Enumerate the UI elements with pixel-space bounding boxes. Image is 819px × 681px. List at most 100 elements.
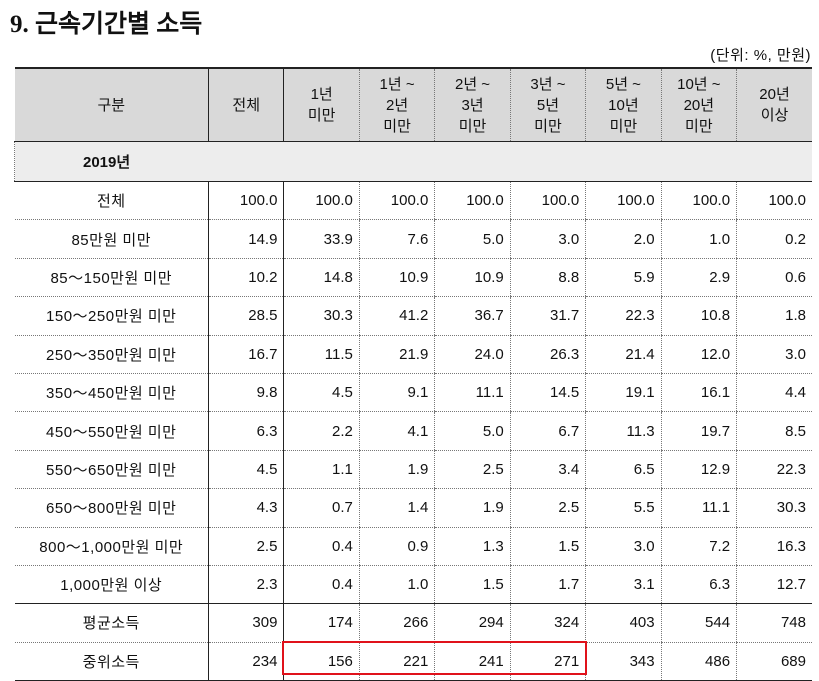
column-header: 전체	[207, 67, 284, 142]
section-label: 2019년	[14, 141, 812, 182]
column-header: 20년 이상	[736, 67, 812, 142]
cell: 7.6	[358, 219, 435, 259]
cell: 8.8	[509, 258, 586, 298]
cell: 100.0	[358, 181, 435, 221]
cell: 2.3	[207, 565, 284, 605]
cell: 294	[434, 603, 511, 643]
cell: 2.5	[509, 488, 586, 528]
cell: 12.7	[736, 565, 812, 605]
row-label: 평균소득	[14, 603, 209, 643]
cell: 2.9	[660, 258, 737, 298]
cell: 0.4	[283, 527, 360, 566]
cell: 28.5	[207, 296, 284, 336]
cell: 234	[207, 642, 284, 681]
cell: 1.9	[434, 488, 511, 528]
cell: 100.0	[434, 181, 511, 221]
data-row: 1,000만원 이상 2.3 0.4 1.0 1.5 1.7 3.1 6.3 12.7	[14, 565, 812, 605]
cell: 3.1	[585, 565, 662, 605]
table-body: 2019년 전체 100.0 100.0 100.0 100.0 100.0 100.0 100…	[14, 141, 812, 681]
data-row: 800～1,000만원 미만 2.5 0.4 0.9 1.3 1.5 3.0 7.2 16.3	[14, 527, 812, 566]
column-header: 1년 ~ 2년 미만	[358, 67, 435, 142]
cell: 689	[736, 642, 812, 681]
cell: 3.0	[585, 527, 662, 566]
data-row: 350～450만원 미만 9.8 4.5 9.1 11.1 14.5 19.1 16.1 4.4	[14, 373, 812, 413]
cell: 10.9	[358, 258, 435, 298]
cell: 33.9	[283, 219, 360, 259]
cell: 1.3	[434, 527, 511, 566]
cell: 1.9	[358, 450, 435, 490]
cell: 16.3	[736, 527, 812, 566]
row-label: 전체	[14, 181, 209, 221]
cell: 22.3	[736, 450, 812, 490]
cell: 16.1	[660, 373, 737, 413]
cell: 24.0	[434, 335, 511, 374]
cell: 30.3	[736, 488, 812, 528]
cell: 100.0	[660, 181, 737, 221]
cell: 4.5	[207, 450, 284, 490]
cell: 31.7	[509, 296, 586, 336]
cell: 221	[358, 642, 435, 681]
row-label: 1,000만원 이상	[14, 565, 209, 605]
data-row: 550～650만원 미만 4.5 1.1 1.9 2.5 3.4 6.5 12.9 22.3	[14, 450, 812, 490]
cell: 4.3	[207, 488, 284, 528]
column-header: 2년 ~ 3년 미만	[434, 67, 511, 142]
cell: 30.3	[283, 296, 360, 336]
cell: 241	[434, 642, 511, 681]
header-row: 구분 전체 1년 미만 1년 ~ 2년 미만 2년 ~ 3년 미만 3년 ~ 5년 미만 5…	[14, 67, 812, 142]
cell: 14.8	[283, 258, 360, 298]
column-header: 5년 ~ 10년 미만	[585, 67, 662, 142]
cell: 1.1	[283, 450, 360, 490]
cell: 26.3	[509, 335, 586, 374]
cell: 4.1	[358, 411, 435, 451]
data-row: 전체 100.0 100.0 100.0 100.0 100.0 100.0 100.0 100…	[14, 181, 812, 221]
cell: 12.0	[660, 335, 737, 374]
cell: 324	[509, 603, 586, 643]
cell: 156	[283, 642, 360, 681]
cell: 0.7	[283, 488, 360, 528]
row-label: 350～450만원 미만	[14, 373, 209, 413]
cell: 100.0	[283, 181, 360, 221]
cell: 2.0	[585, 219, 662, 259]
row-label: 450～550만원 미만	[14, 411, 209, 451]
cell: 2.2	[283, 411, 360, 451]
cell: 486	[660, 642, 737, 681]
column-header: 구분	[14, 67, 209, 142]
data-row: 85만원 미만 14.9 33.9 7.6 5.0 3.0 2.0 1.0 0.2	[14, 219, 812, 259]
cell: 343	[585, 642, 662, 681]
cell: 22.3	[585, 296, 662, 336]
cell: 5.5	[585, 488, 662, 528]
data-row: 650～800만원 미만 4.3 0.7 1.4 1.9 2.5 5.5 11.1 30.3	[14, 488, 812, 528]
cell: 3.0	[736, 335, 812, 374]
cell: 403	[585, 603, 662, 643]
row-label: 150～250만원 미만	[14, 296, 209, 336]
cell: 1.5	[434, 565, 511, 605]
cell: 11.5	[283, 335, 360, 374]
data-row: 150～250만원 미만 28.5 30.3 41.2 36.7 31.7 22.3 10.8…	[14, 296, 812, 336]
cell: 19.7	[660, 411, 737, 451]
cell: 1.0	[358, 565, 435, 605]
cell: 9.8	[207, 373, 284, 413]
cell: 1.7	[509, 565, 586, 605]
cell: 16.7	[207, 335, 284, 374]
cell: 271	[509, 642, 586, 681]
cell: 1.4	[358, 488, 435, 528]
data-row: 평균소득 309 174 266 294 324 403 544 748	[14, 603, 812, 643]
cell: 100.0	[509, 181, 586, 221]
data-row: 250～350만원 미만 16.7 11.5 21.9 24.0 26.3 21.4 12.0…	[14, 335, 812, 374]
cell: 10.8	[660, 296, 737, 336]
cell: 12.9	[660, 450, 737, 490]
column-header: 1년 미만	[283, 67, 360, 142]
cell: 100.0	[585, 181, 662, 221]
cell: 1.8	[736, 296, 812, 336]
cell: 21.9	[358, 335, 435, 374]
cell: 3.4	[509, 450, 586, 490]
cell: 309	[207, 603, 284, 643]
cell: 2.5	[434, 450, 511, 490]
cell: 8.5	[736, 411, 812, 451]
cell: 9.1	[358, 373, 435, 413]
cell: 100.0	[207, 181, 284, 221]
row-label: 800～1,000만원 미만	[14, 527, 209, 566]
cell: 14.9	[207, 219, 284, 259]
cell: 0.2	[736, 219, 812, 259]
